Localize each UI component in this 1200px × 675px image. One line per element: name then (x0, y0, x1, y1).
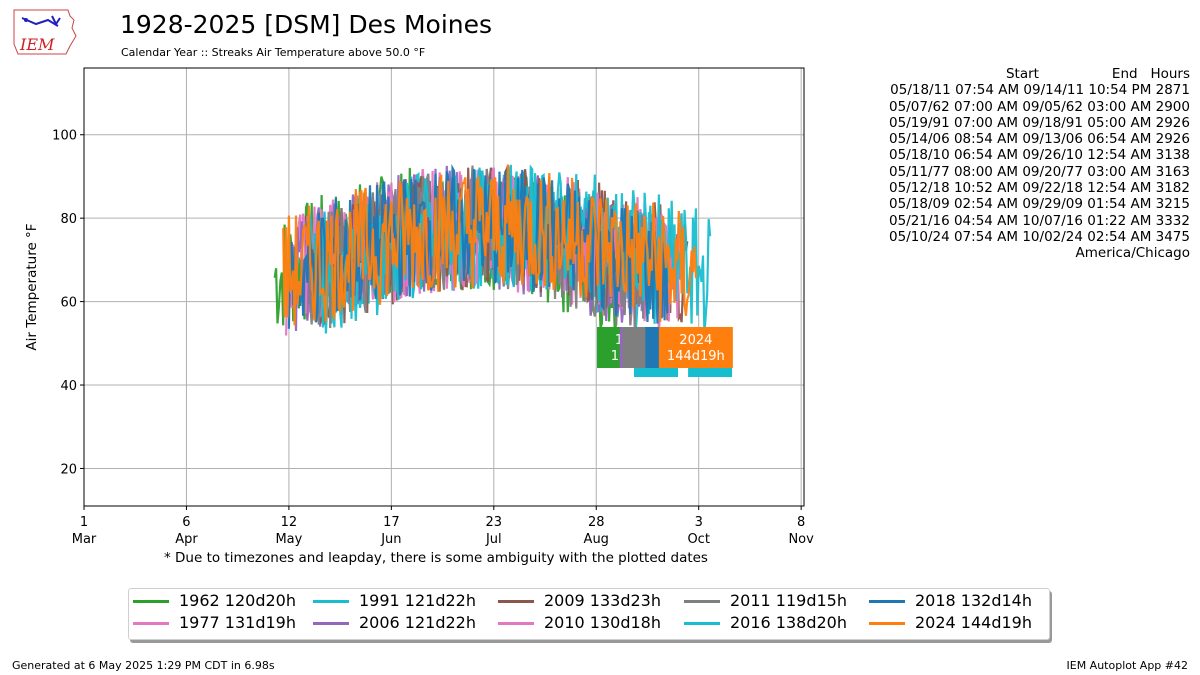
streak-row: 05/07/62 07:00 AM 09/05/62 03:00 AM 2900 (889, 98, 1190, 115)
y-tick-label: 60 (60, 296, 77, 311)
x-tick-month: Mar (72, 532, 97, 547)
series-end-label-top: 1 (615, 333, 623, 348)
streak-row: 05/12/18 10:52 AM 09/22/18 12:54 AM 3182 (889, 180, 1190, 197)
legend-label: 2006 121d22h (359, 613, 476, 632)
legend-item: 2006 121d22h (313, 613, 476, 632)
x-tick-month: Nov (788, 532, 814, 547)
y-tick-label: 20 (60, 462, 77, 477)
chart-legend: 1962 120d20h 1977 131d19h 1991 121d22h 2006… (128, 588, 1050, 640)
x-tick-month: Jun (380, 532, 401, 547)
series-end-label-bottom: 144d19h (667, 349, 725, 364)
legend-swatch (498, 600, 534, 603)
x-tick-month: May (275, 532, 302, 547)
legend-swatch (684, 622, 720, 625)
legend-item: 2010 130d18h (498, 613, 661, 632)
legend-label: 2010 130d18h (544, 613, 661, 632)
chart-title: 1928-2025 [DSM] Des Moines (120, 10, 493, 39)
x-tick-label: 12 (281, 515, 298, 530)
series-end-label-top: 2024 (679, 333, 712, 348)
timezone-label: America/Chicago (1075, 245, 1191, 262)
date-ambiguity-note: * Due to timezones and leapday, there is… (164, 550, 708, 566)
y-axis-label: Air Temperature °F (24, 223, 40, 350)
legend-item: 2011 119d15h (684, 591, 847, 610)
chart-subtitle: Calendar Year :: Streaks Air Temperature… (121, 46, 426, 59)
legend-item: 2024 144d19h (869, 613, 1032, 632)
legend-swatch (133, 622, 169, 625)
legend-label: 2024 144d19h (915, 613, 1032, 632)
x-tick-label: 23 (486, 515, 503, 530)
iem-logo: IEM (8, 6, 80, 58)
app-id: IEM Autoplot App #42 (1066, 659, 1189, 672)
x-tick-month: Jul (485, 532, 502, 547)
x-tick-label: 3 (695, 515, 703, 530)
legend-swatch (313, 600, 349, 603)
streak-table: Start End Hours 05/18/11 07:54 AM 09/14/… (860, 66, 1190, 262)
streak-row: 05/18/10 06:54 AM 09/26/10 12:54 AM 3138 (889, 147, 1190, 164)
legend-item: 1977 131d19h (133, 613, 296, 632)
series-bands (273, 163, 712, 338)
legend-item: 1962 120d20h (133, 591, 296, 610)
streak-row: 05/11/77 08:00 AM 09/20/77 03:00 AM 3163 (889, 163, 1190, 180)
legend-swatch (313, 622, 349, 625)
streak-row: 05/19/91 07:00 AM 09/18/91 05:00 AM 2926 (889, 114, 1190, 131)
streak-row: 05/21/16 04:54 AM 10/07/16 01:22 AM 3332 (889, 212, 1190, 229)
streak-row: 05/18/11 07:54 AM 09/14/11 10:54 PM 2871 (890, 82, 1190, 99)
legend-item: 1991 121d22h (313, 591, 476, 610)
legend-item: 2018 132d14h (869, 591, 1032, 610)
series-end-labels: 112121h132024144d19h (597, 327, 733, 377)
legend-label: 1977 131d19h (179, 613, 296, 632)
streak-row: 05/10/24 07:54 AM 10/02/24 02:54 AM 3475 (889, 228, 1190, 245)
x-tick-label: 17 (383, 515, 400, 530)
x-tick-month: Apr (175, 532, 198, 547)
axis-ticks: 20 40 60 80 100 1 Mar 6 Apr 12 May 17 Jun 23 Jul 28 Aug 3… (52, 129, 814, 547)
legend-swatch (869, 622, 905, 625)
legend-swatch (498, 622, 534, 625)
x-tick-month: Aug (584, 532, 609, 547)
legend-label: 2009 133d23h (544, 591, 661, 610)
legend-item: 2009 133d23h (498, 591, 661, 610)
y-tick-label: 100 (52, 129, 77, 144)
generated-timestamp: Generated at 6 May 2025 1:29 PM CDT in 6… (12, 659, 275, 672)
legend-label: 2016 138d20h (730, 613, 847, 632)
x-tick-label: 1 (80, 515, 88, 530)
logo-text: IEM (19, 35, 55, 54)
streak-row: 05/14/06 08:54 AM 09/13/06 06:54 AM 2926 (889, 131, 1190, 148)
legend-item: 2016 138d20h (684, 613, 847, 632)
legend-label: 2018 132d14h (915, 591, 1032, 610)
legend-swatch (869, 600, 905, 603)
legend-label: 1962 120d20h (179, 591, 296, 610)
x-tick-label: 6 (182, 515, 190, 530)
y-tick-label: 40 (60, 379, 77, 394)
streak-table-header: Start End Hours (1005, 66, 1190, 82)
y-tick-label: 80 (60, 212, 77, 227)
streak-row: 05/18/09 02:54 AM 09/29/09 01:54 AM 3215 (889, 196, 1190, 213)
plot-frame (83, 67, 805, 507)
legend-swatch (133, 600, 169, 603)
x-tick-label: 8 (797, 515, 805, 530)
legend-label: 1991 121d22h (359, 591, 476, 610)
x-tick-month: Oct (687, 532, 709, 547)
x-tick-label: 28 (588, 515, 605, 530)
legend-swatch (684, 600, 720, 603)
legend-label: 2011 119d15h (730, 591, 847, 610)
series-line (282, 164, 697, 326)
series-end-box (658, 327, 733, 368)
